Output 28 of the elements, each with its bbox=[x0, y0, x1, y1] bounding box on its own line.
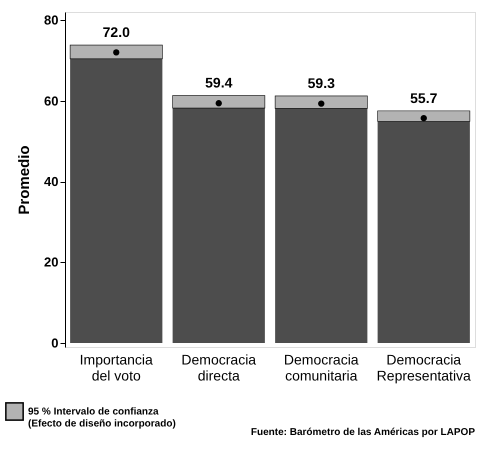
x-tick-label: Democracia comunitaria bbox=[284, 352, 359, 384]
bar bbox=[172, 108, 265, 343]
bar bbox=[172, 95, 266, 108]
point bbox=[318, 100, 324, 107]
bar bbox=[378, 121, 470, 343]
data-label: 59.4 bbox=[205, 74, 233, 91]
bar bbox=[274, 96, 368, 109]
x-tick-label: Democracia directa bbox=[181, 352, 256, 384]
y-tick-label: 0 bbox=[51, 335, 58, 350]
data-label: 55.7 bbox=[410, 90, 438, 106]
x-tick-label: Importancia del voto bbox=[80, 352, 154, 384]
point bbox=[420, 114, 427, 122]
bar bbox=[70, 44, 163, 60]
bar bbox=[70, 58, 162, 343]
legend-label: 95 % Intervalo de confianza (Efecto de diseño incorporado) bbox=[28, 406, 176, 430]
y-tick-label: 40 bbox=[44, 174, 58, 190]
point bbox=[113, 49, 120, 56]
bar bbox=[275, 108, 368, 343]
y-tick-label: 60 bbox=[44, 93, 58, 108]
y-tick-label: 20 bbox=[44, 254, 58, 270]
data-label: 72.0 bbox=[102, 24, 130, 40]
x-tick-label: Democracia Representativa bbox=[376, 352, 472, 384]
data-label: 59.3 bbox=[308, 74, 336, 91]
y-axis-title: Promedio bbox=[16, 145, 34, 215]
point bbox=[216, 100, 222, 106]
y-tick-label: 80 bbox=[44, 12, 58, 28]
bar bbox=[377, 110, 470, 122]
source-note: Fuente: Barómetro de las Américas por LAPOP bbox=[250, 427, 476, 438]
